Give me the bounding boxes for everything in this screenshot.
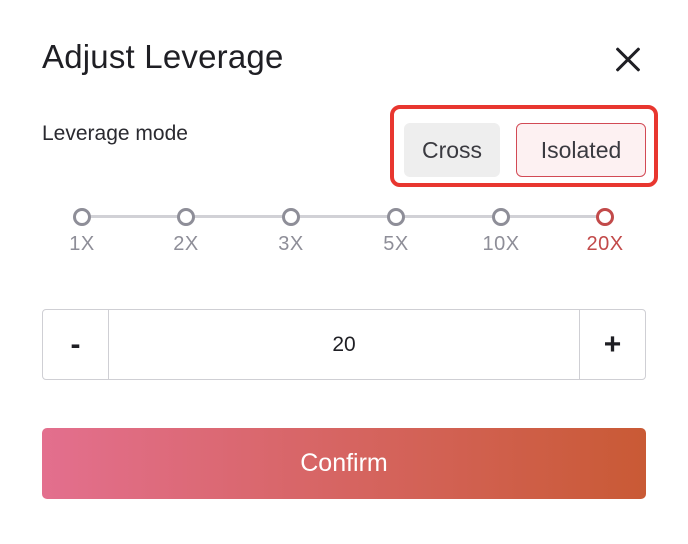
leverage-mode-label: Leverage mode xyxy=(42,122,188,145)
decrease-button[interactable]: - xyxy=(43,310,109,379)
slider-tick-5x[interactable] xyxy=(387,208,405,226)
slider-label-3x[interactable]: 3X xyxy=(278,233,304,255)
dialog-title: Adjust Leverage xyxy=(42,38,284,75)
increase-button[interactable]: + xyxy=(579,310,645,379)
close-icon[interactable] xyxy=(611,43,645,77)
slider-label-10x[interactable]: 10X xyxy=(482,233,520,255)
leverage-stepper: - + xyxy=(42,309,646,380)
slider-label-2x[interactable]: 2X xyxy=(173,233,199,255)
slider-tick-2x[interactable] xyxy=(177,208,195,226)
leverage-input[interactable] xyxy=(109,310,579,379)
slider-label-20x[interactable]: 20X xyxy=(586,233,624,255)
slider-track xyxy=(82,215,605,218)
slider-tick-3x[interactable] xyxy=(282,208,300,226)
slider-tick-10x[interactable] xyxy=(492,208,510,226)
slider-tick-1x[interactable] xyxy=(73,208,91,226)
leverage-slider[interactable]: 1X 2X 3X 5X 10X 20X xyxy=(0,200,688,260)
cross-mode-button[interactable]: Cross xyxy=(404,123,500,177)
slider-label-1x[interactable]: 1X xyxy=(69,233,95,255)
slider-label-5x[interactable]: 5X xyxy=(383,233,409,255)
leverage-mode-highlight: Cross Isolated xyxy=(390,105,658,187)
slider-tick-20x[interactable] xyxy=(596,208,614,226)
confirm-button[interactable]: Confirm xyxy=(42,428,646,499)
isolated-mode-button[interactable]: Isolated xyxy=(516,123,646,177)
